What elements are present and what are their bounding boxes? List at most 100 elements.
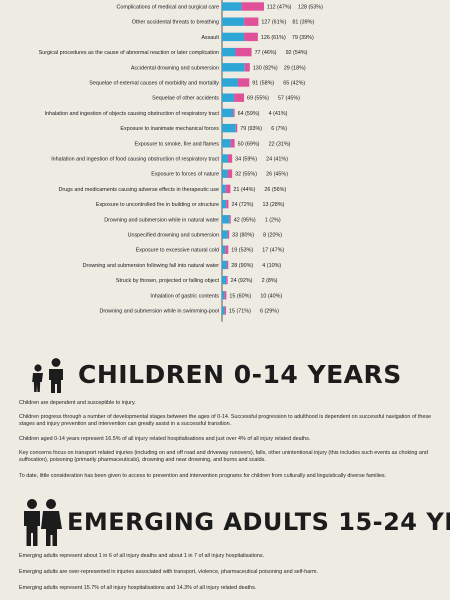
bar-series-2 [226,199,229,209]
data-label-series-2: 6 (7%) [271,126,287,132]
data-label-series-2: 4 (41%) [269,111,288,117]
bar-series-1 [222,291,225,300]
category-label: Inhalation and ingestion of food causing… [51,157,219,163]
category-label: Drowning and submersion while in swimmin… [99,309,219,315]
category-label: Exposure to inanimate mechanical forces [120,126,219,132]
category-label: Drugs and medicaments causing adverse ef… [58,187,219,193]
family-silhouette-icon [24,499,62,546]
children-paragraph: To date, little consideration has been g… [19,473,387,479]
data-label-series-2: 128 (53%) [298,5,323,11]
children-section: CHILDREN 0-14 YEARS [0,355,450,395]
data-label-series-2: 81 (39%) [292,20,314,26]
bar-series-1 [222,215,230,224]
data-label-series-2: 26 (56%) [264,187,286,193]
category-label: Inhalation of gastric contents [150,293,219,299]
bar-series-1 [222,306,225,315]
bar-series-1 [222,139,231,148]
data-label-series-2: 10 (40%) [260,293,282,299]
bar-series-2 [225,184,231,194]
data-label-series-2: 29 (18%) [284,65,306,71]
data-label-series-1: 28 (90%) [231,263,253,269]
data-label-series-1: 15 (71%) [229,309,251,315]
bar-series-2 [227,169,233,178]
bar-series-1 [222,230,228,239]
category-label: Sequelae of other accidents [152,96,219,102]
emerging-adults-section: EMERGING ADULTS 15-24 YEARS [0,496,450,548]
data-label-series-1: 126 (61%) [261,35,286,41]
category-label: Drowning and submersion following fall i… [83,263,220,269]
bar-series-1 [222,245,226,254]
data-label-series-2: 6 (29%) [260,309,279,315]
children-paragraph: Key concerns focus on transport related … [19,450,428,464]
category-label: Drowning and submersion while in natural… [104,217,219,223]
data-label-series-1: 127 (61%) [261,20,286,26]
bar-series-2 [225,245,229,254]
bar-series-1 [222,169,228,178]
bar-series-1 [222,93,235,102]
data-label-series-2: 13 (28%) [262,202,284,208]
children-paragraph: Children are dependent and susceptible t… [19,400,136,406]
category-label: Other accidental threats to breathing [132,20,219,26]
category-label: Surgical procedures as the cause of abno… [39,50,219,56]
data-label-series-1: 32 (55%) [235,172,257,178]
bar-series-2 [244,17,259,26]
bar-series-2 [230,139,235,148]
data-label-series-1: 21 (44%) [233,187,255,193]
data-label-series-1: 77 (46%) [255,50,277,56]
bar-series-1 [222,78,238,87]
injury-causes-bar-chart: Complications of medical and surgical ca… [39,0,323,322]
data-label-series-1: 19 (53%) [231,248,253,254]
bar-series-2 [227,154,233,163]
bar-series-2 [234,93,245,102]
data-label-series-1: 69 (55%) [247,96,269,102]
bar-series-1 [222,17,245,26]
category-label: Unspecified drowning and submersion [128,233,219,239]
category-label: Exposure to forces of nature [151,172,219,178]
data-label-series-2: 92 (54%) [286,50,308,56]
bar-series-2 [224,306,227,315]
bar-series-2 [233,108,235,118]
bar-series-1 [222,275,227,285]
emerging-paragraph: Emerging adults represent about 1 in 6 o… [19,553,265,559]
data-label-series-2: 1 (2%) [265,217,281,223]
data-label-series-2: 2 (8%) [262,278,278,284]
data-label-series-1: 24 (92%) [231,278,253,284]
bar-series-2 [241,2,264,11]
data-label-series-1: 24 (72%) [231,202,253,208]
emerging-adults-title: EMERGING ADULTS 15-24 YEARS [67,508,450,536]
data-label-series-2: 65 (42%) [283,81,305,87]
bar-series-2 [244,32,258,42]
data-label-series-1: 34 (59%) [235,157,257,163]
bar-series-1 [222,63,245,72]
children-paragraph: Children aged 0-14 years represent 16.5%… [19,436,311,442]
bar-series-2 [235,123,238,133]
bar-series-1 [222,108,234,118]
bar-series-1 [222,47,236,57]
data-label-series-1: 112 (47%) [267,5,292,11]
bar-series-2 [224,291,227,300]
bar-series-1 [222,260,227,270]
data-label-series-2: 22 (31%) [269,141,291,147]
category-label: Inhalation and ingestion of objects caus… [45,111,220,117]
category-label: Exposure to smoke, fire and flames [135,141,220,147]
category-label: Exposure to uncontrolled fire in buildin… [96,202,219,208]
data-label-series-1: 42 (95%) [234,217,256,223]
bar-series-2 [227,230,230,239]
bar-series-1 [222,32,245,42]
emerging-paragraph: Emerging adults are over-represented in … [19,569,319,575]
data-label-series-1: 33 (80%) [232,233,254,239]
category-label: Struck by thrown, projected or falling o… [116,278,220,284]
bar-series-2 [226,260,229,270]
data-label-series-2: 8 (20%) [263,233,282,239]
data-label-series-2: 57 (45%) [278,96,300,102]
children-title: CHILDREN 0-14 YEARS [78,360,402,389]
children-silhouette-icon [32,358,63,393]
category-label: Accidental drowning and submersion [131,65,219,71]
data-label-series-2: 24 (41%) [266,157,288,163]
bar-series-2 [226,275,228,285]
emerging-paragraph: Emerging adults represent 15.7% of all i… [19,585,257,591]
children-paragraph: Children progress through a number of de… [19,414,432,428]
category-label: Assault [201,35,219,41]
bar-series-1 [222,154,228,163]
category-label: Exposure to excessive natural cold [136,248,219,254]
